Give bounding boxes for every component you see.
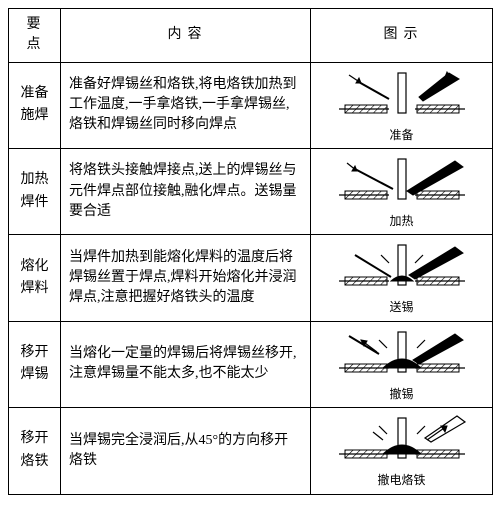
- row-content: 当焊锡完全浸润后,从45°的方向移开烙铁: [61, 408, 311, 494]
- remove-iron-icon: [327, 412, 477, 470]
- row-content: 当熔化一定量的焊锡后将焊锡丝移开,注意焊锡量不能太多,也不能太少: [61, 321, 311, 407]
- diagram-caption: 加热: [315, 213, 488, 230]
- row-key: 加热 焊件: [9, 148, 61, 234]
- header-row: 要点 内容 图示: [9, 9, 493, 63]
- header-content: 内容: [61, 9, 311, 63]
- diagram-caption: 撤锡: [315, 386, 488, 403]
- row-key: 移开 烙铁: [9, 408, 61, 494]
- soldering-steps-table: 要点 内容 图示 准备 施焊 准备好焊锡丝和烙铁,将电烙铁加热到工作温度,一手拿…: [8, 8, 493, 495]
- row-content: 当焊件加热到能熔化焊料的温度后将焊锡丝置于焊点,焊料开始熔化并浸润焊点,注意把握…: [61, 235, 311, 321]
- header-diagram: 图示: [311, 9, 493, 63]
- row-diagram: 撤电烙铁: [311, 408, 493, 494]
- diagram-caption: 送锡: [315, 299, 488, 316]
- table-row: 移开 焊锡 当熔化一定量的焊锡后将焊锡丝移开,注意焊锡量不能太多,也不能太少: [9, 321, 493, 407]
- row-key: 移开 焊锡: [9, 321, 61, 407]
- row-diagram: 撤锡: [311, 321, 493, 407]
- table-row: 熔化 焊料 当焊件加热到能熔化焊料的温度后将焊锡丝置于焊点,焊料开始熔化并浸润焊…: [9, 235, 493, 321]
- row-key: 准备 施焊: [9, 62, 61, 148]
- row-diagram: 准备: [311, 62, 493, 148]
- row-content: 将烙铁头接触焊接点,送上的焊锡丝与元件焊点部位接触,融化焊点。送锡量要合适: [61, 148, 311, 234]
- diagram-caption: 撤电烙铁: [315, 472, 488, 489]
- row-content: 准备好焊锡丝和烙铁,将电烙铁加热到工作温度,一手拿烙铁,一手拿焊锡丝,烙铁和焊锡…: [61, 62, 311, 148]
- row-key: 熔化 焊料: [9, 235, 61, 321]
- row-diagram: 加热: [311, 148, 493, 234]
- prepare-icon: [327, 67, 477, 125]
- remove-solder-icon: [327, 326, 477, 384]
- diagram-caption: 准备: [315, 127, 488, 144]
- table-row: 准备 施焊 准备好焊锡丝和烙铁,将电烙铁加热到工作温度,一手拿烙铁,一手拿焊锡丝…: [9, 62, 493, 148]
- header-key: 要点: [9, 9, 61, 63]
- table-row: 加热 焊件 将烙铁头接触焊接点,送上的焊锡丝与元件焊点部位接触,融化焊点。送锡量…: [9, 148, 493, 234]
- heat-icon: [327, 153, 477, 211]
- feed-icon: [327, 239, 477, 297]
- row-diagram: 送锡: [311, 235, 493, 321]
- table-row: 移开 烙铁 当焊锡完全浸润后,从45°的方向移开烙铁 撤电: [9, 408, 493, 494]
